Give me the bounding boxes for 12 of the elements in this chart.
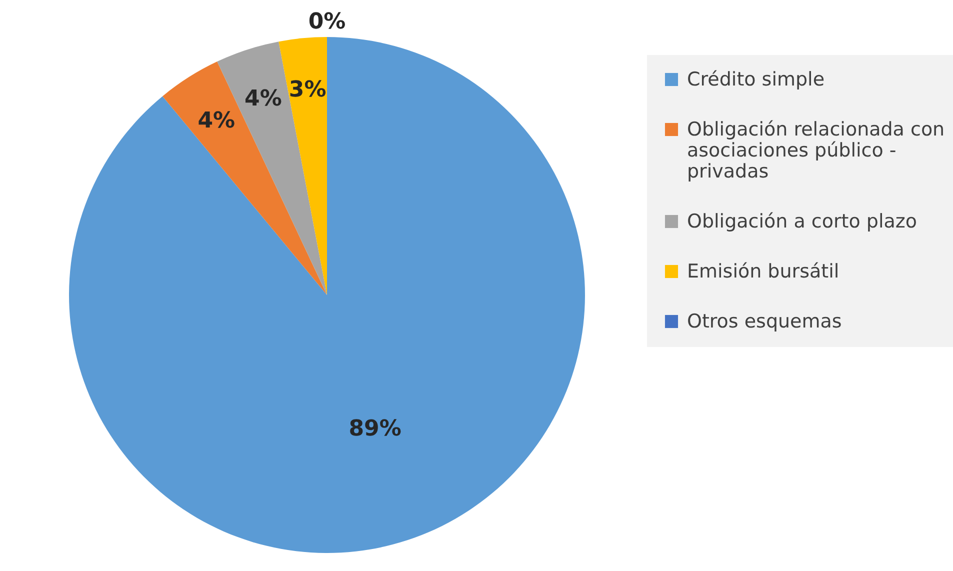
data-label: 4% [198, 108, 236, 134]
legend-label: Otros esquemas [687, 310, 842, 332]
text: 0% [308, 10, 346, 35]
legend-label: Obligación relacionada con asociaciones público - privadas [687, 118, 945, 182]
data-label: 89% [348, 416, 402, 442]
data-label: 4% [244, 86, 282, 112]
pie-slice [162, 62, 327, 295]
legend-label: Obligación a corto plazo [687, 210, 917, 232]
legend-label: Emisión bursátil [687, 260, 840, 282]
pie-slice [69, 37, 585, 553]
data-label: 3% [288, 78, 326, 103]
legend-label: Crédito simple [687, 68, 825, 90]
